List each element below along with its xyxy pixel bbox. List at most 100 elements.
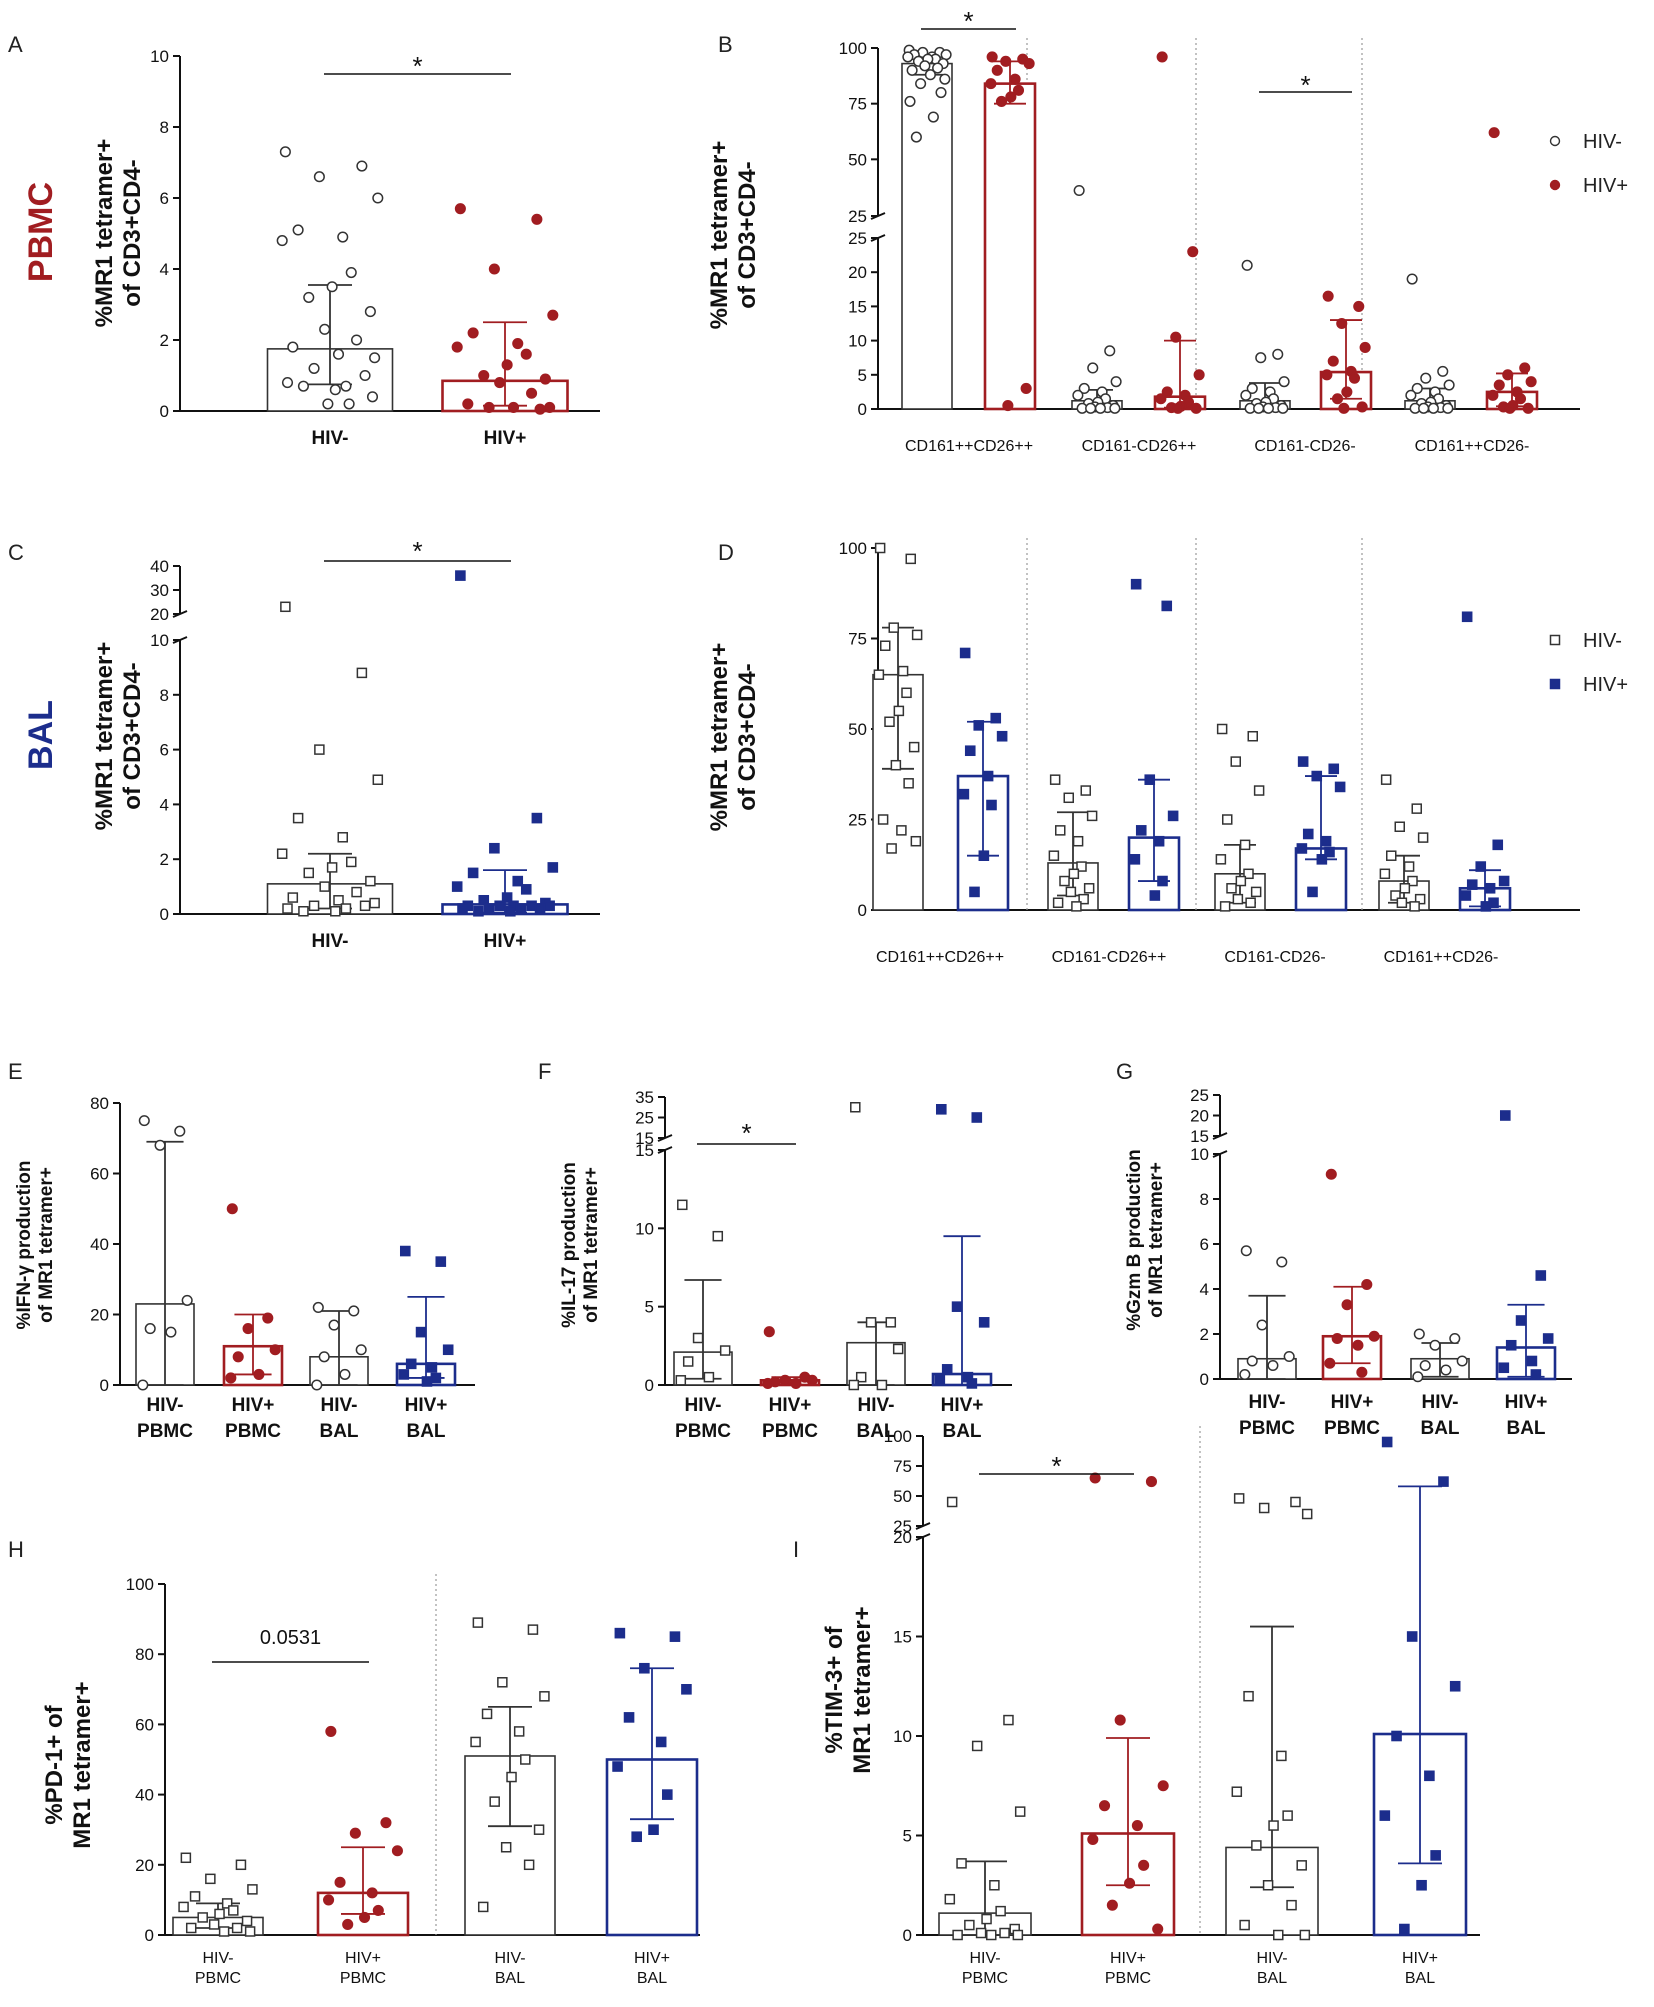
data-point xyxy=(1055,825,1066,836)
data-point xyxy=(1498,875,1510,887)
data-point xyxy=(1341,386,1353,398)
data-point xyxy=(481,1708,493,1720)
data-point xyxy=(1492,839,1504,851)
data-point xyxy=(1530,1369,1542,1380)
data-point xyxy=(325,1725,337,1737)
panel-label: F xyxy=(538,1059,551,1084)
series-2 xyxy=(1225,1493,1319,1941)
data-point xyxy=(292,224,304,236)
data-point xyxy=(426,1362,438,1373)
data-point xyxy=(850,1102,861,1113)
data-point xyxy=(886,843,897,854)
data-point xyxy=(1012,84,1025,96)
data-point xyxy=(1412,1371,1424,1383)
data-point xyxy=(990,712,1002,724)
side-labels: PBMC BAL xyxy=(22,182,60,770)
data-point xyxy=(547,862,559,873)
category-label: HIV+ xyxy=(634,1950,670,1967)
y-tick-label: 25 xyxy=(848,207,867,226)
series-0 xyxy=(1237,1245,1297,1381)
data-point xyxy=(280,601,291,613)
data-point xyxy=(527,1624,539,1635)
series-2 xyxy=(464,1617,556,1936)
data-point xyxy=(276,848,288,859)
data-point xyxy=(893,705,905,717)
y-tick-label: 4 xyxy=(160,795,169,814)
panel-c: C 0 2 4 6 8 10 20 30 40 %MR1 tetramer+ of CD3+CD4- H… xyxy=(8,536,600,952)
data-point xyxy=(682,1356,694,1367)
data-point xyxy=(675,1375,687,1386)
data-point xyxy=(1072,389,1084,401)
data-point xyxy=(477,1901,489,1913)
data-point xyxy=(1502,369,1514,381)
data-point xyxy=(1519,362,1531,374)
data-point xyxy=(1086,810,1098,822)
data-point xyxy=(1311,770,1323,782)
data-point xyxy=(323,1894,335,1906)
data-point xyxy=(940,49,952,61)
data-point xyxy=(520,348,532,360)
data-point xyxy=(1282,1810,1293,1821)
category-label: PBMC xyxy=(762,1421,818,1442)
data-point xyxy=(1048,850,1060,861)
category-label: BAL xyxy=(406,1421,445,1442)
data-point xyxy=(322,398,334,410)
data-point xyxy=(1239,1919,1250,1931)
y-tick-label: 10 xyxy=(1190,1145,1209,1164)
data-point xyxy=(1063,792,1074,804)
data-point xyxy=(877,814,889,825)
data-point xyxy=(876,1379,888,1391)
data-point xyxy=(1526,1355,1538,1367)
data-point xyxy=(865,1317,877,1328)
data-point xyxy=(719,1345,731,1356)
data-point xyxy=(512,875,524,887)
data-point xyxy=(1104,345,1116,357)
data-point xyxy=(467,327,479,339)
data-point xyxy=(995,95,1008,107)
data-point xyxy=(205,1873,216,1885)
data-point xyxy=(489,1796,500,1807)
y-tick-label: 15 xyxy=(635,1129,654,1148)
y-tick-label: 0 xyxy=(858,400,867,419)
legend-marker xyxy=(1549,179,1561,191)
data-point xyxy=(1480,901,1492,912)
y-axis-label: %IL-17 production xyxy=(559,1162,580,1328)
y-tick-label: 8 xyxy=(160,686,169,705)
data-point xyxy=(154,1139,166,1151)
data-point xyxy=(779,1374,791,1386)
data-point xyxy=(1005,91,1017,103)
data-point xyxy=(848,1379,860,1391)
data-point xyxy=(1080,785,1091,796)
data-point xyxy=(911,629,923,641)
data-point xyxy=(369,352,381,364)
category-label: PBMC xyxy=(225,1421,281,1442)
data-point xyxy=(326,862,338,873)
category-label: BAL xyxy=(1405,1970,1435,1987)
y-tick-label: 0 xyxy=(160,905,169,924)
legend: HIV- HIV+ xyxy=(1549,630,1628,696)
data-point xyxy=(451,341,463,353)
data-point xyxy=(989,1880,1000,1891)
series-0 xyxy=(673,1199,733,1386)
data-point xyxy=(1525,376,1537,388)
y-tick-label: 10 xyxy=(150,47,169,66)
data-point xyxy=(483,401,495,414)
data-point xyxy=(1296,843,1308,854)
series-1 xyxy=(1321,1168,1383,1381)
significance-star: * xyxy=(412,51,422,81)
data-point xyxy=(451,881,463,892)
y-tick-label: 15 xyxy=(893,1628,912,1647)
data-point xyxy=(1430,1850,1441,1861)
data-point xyxy=(308,362,320,374)
data-point xyxy=(896,825,907,836)
data-point xyxy=(1085,402,1097,414)
y-axis-label: of MR1 tetramer+ xyxy=(581,1167,602,1323)
data-point xyxy=(330,906,341,917)
category-label: PBMC xyxy=(1324,1418,1380,1439)
data-point xyxy=(939,73,951,85)
data-point xyxy=(189,1891,201,1902)
y-tick-label: 4 xyxy=(1200,1280,1209,1299)
y-axis-label: MR1 tetramer+ xyxy=(69,1681,96,1848)
panel-label: C xyxy=(8,540,24,565)
